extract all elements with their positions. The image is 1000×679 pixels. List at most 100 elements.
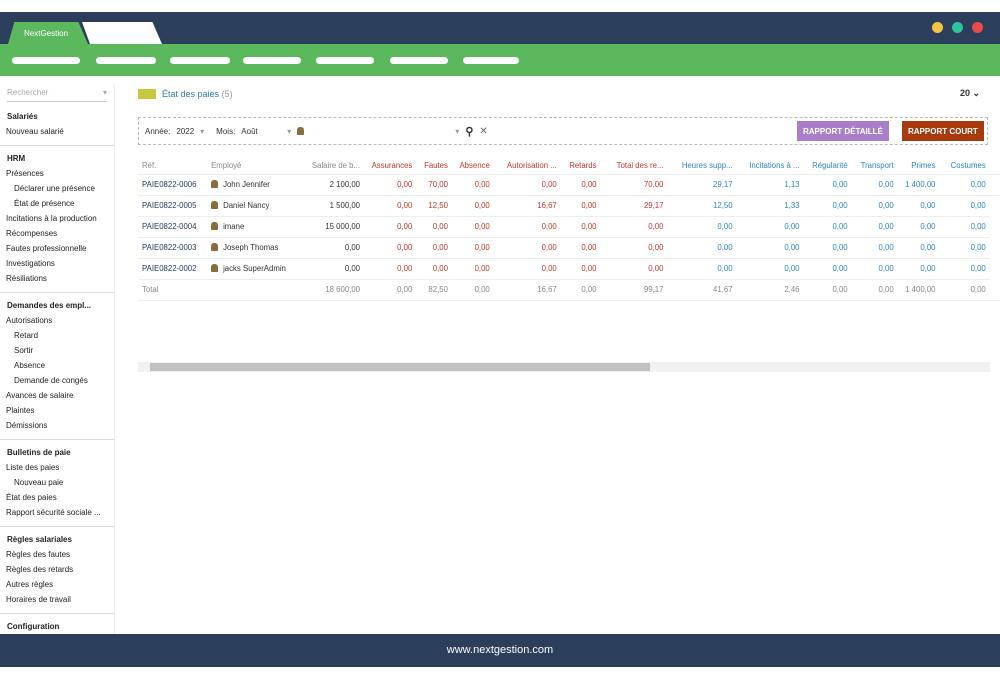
menu-item[interactable]: Démissions xyxy=(6,421,48,430)
column-header[interactable]: Retards xyxy=(560,157,601,175)
column-header[interactable]: Absence xyxy=(451,157,494,175)
column-header[interactable]: Autorisation ... xyxy=(493,157,561,175)
menu-item[interactable]: État des paies xyxy=(6,493,57,502)
horizontal-scrollbar[interactable] xyxy=(138,362,990,372)
amount: 0,00 xyxy=(784,243,800,252)
table-wrapper: Réf. Employé Salaire de b... Assurances Faut… xyxy=(138,157,1000,301)
employee-name[interactable]: Daniel Nancy xyxy=(223,201,270,210)
search-placeholder: Rechercher xyxy=(7,88,49,97)
submenu-item[interactable]: Demande de congés xyxy=(14,376,88,385)
menu-item[interactable]: Horaires de travail xyxy=(6,595,71,604)
cell: 82,50 xyxy=(416,279,452,301)
nav-item[interactable] xyxy=(243,57,301,64)
search-box[interactable]: Rechercher ▾ xyxy=(7,88,107,102)
cell: 0,00 xyxy=(851,279,898,301)
cell: 0,00 xyxy=(364,216,417,238)
employee-name[interactable]: imane xyxy=(223,222,245,231)
reference[interactable]: PAIE0822-0004 xyxy=(142,222,197,231)
amount: 0,00 xyxy=(541,222,557,231)
detailed-report-button[interactable]: RAPPORT DÉTAILLÉ xyxy=(797,121,889,141)
app-tab[interactable]: NextGestion xyxy=(8,22,88,44)
cell: 0,00 xyxy=(416,237,452,259)
scroll-thumb[interactable] xyxy=(150,363,650,371)
column-header[interactable]: Transport xyxy=(851,157,898,175)
menu-section: Règles salariales Règles des fautes Règles… xyxy=(0,535,114,614)
menu-item[interactable]: Règles des retards xyxy=(6,565,74,574)
menu-item[interactable]: Nouveau salarié xyxy=(6,127,64,136)
menu-item[interactable]: Fautes professionnelle xyxy=(6,244,87,253)
icon xyxy=(138,89,156,99)
cell: 0,00 xyxy=(939,279,990,301)
reference[interactable]: PAIE0822-0002 xyxy=(142,264,197,273)
menu-item[interactable]: Récompenses xyxy=(6,229,58,238)
new-tab[interactable] xyxy=(82,22,162,44)
year-select[interactable]: 2022 xyxy=(176,126,195,136)
column-header[interactable]: Assurances xyxy=(364,157,417,175)
menu-item[interactable]: Incitations à la production xyxy=(6,214,97,223)
amount: 0,00 xyxy=(474,180,490,189)
column-header[interactable]: Heures supp... xyxy=(667,157,737,175)
menu-item[interactable]: Avances de salaire xyxy=(6,391,74,400)
reference[interactable]: PAIE0822-0005 xyxy=(142,201,197,210)
cell: 0,00 xyxy=(897,258,940,280)
nav-item[interactable] xyxy=(12,57,80,64)
cell: 0,00 xyxy=(897,195,940,217)
clear-button[interactable]: ✕ xyxy=(479,125,488,137)
cell: 0,00 xyxy=(803,174,852,196)
submenu-item[interactable]: État de présence xyxy=(14,199,75,208)
column-header[interactable]: Réf. xyxy=(138,157,208,175)
menu-item[interactable]: Autres règles xyxy=(6,580,54,589)
menu-item[interactable]: Investigations xyxy=(6,259,55,268)
cell: PAIE0822-0006 xyxy=(138,174,208,196)
employee-name[interactable]: John Jennifer xyxy=(223,180,270,189)
menu-item[interactable]: Liste des paies xyxy=(6,463,60,472)
menu-item[interactable]: Autorisations xyxy=(6,316,53,325)
submenu-item[interactable]: Sortir xyxy=(14,346,34,355)
employee-name[interactable]: Joseph Thomas xyxy=(223,243,279,252)
window-dot[interactable] xyxy=(932,22,943,33)
column-header[interactable]: Fautes xyxy=(416,157,452,175)
page-size-select[interactable]: 20 ⌄ xyxy=(959,88,980,98)
submenu-item[interactable]: Déclarer une présence xyxy=(14,184,95,193)
menu-item[interactable]: Plaintes xyxy=(6,406,35,415)
column-header[interactable]: Incitations à ... xyxy=(736,157,804,175)
short-report-button[interactable]: RAPPORT COURT xyxy=(902,121,984,141)
column-header[interactable]: Salaire de b... xyxy=(294,157,365,175)
nav-item[interactable] xyxy=(96,57,156,64)
cell: 0,00 xyxy=(416,258,452,280)
search-button[interactable]: ⚲ xyxy=(465,125,474,138)
column-header[interactable]: Régularité xyxy=(803,157,852,175)
nav-item[interactable] xyxy=(170,57,230,64)
amount: 0,00 xyxy=(970,201,986,210)
submenu-item[interactable]: Absence xyxy=(14,361,46,370)
employee-dropdown[interactable]: ▾ xyxy=(455,126,460,136)
amount: 1,33 xyxy=(784,201,800,210)
nav-item[interactable] xyxy=(463,57,519,64)
column-header[interactable]: Primes xyxy=(897,157,940,175)
cell: 99,17 xyxy=(600,279,668,301)
cell: 0,00 xyxy=(851,174,898,196)
cell: 16,67 xyxy=(493,279,561,301)
reference[interactable]: PAIE0822-0003 xyxy=(142,243,197,252)
employee-name[interactable]: jacks SuperAdmin xyxy=(223,264,286,273)
reference[interactable]: PAIE0822-0006 xyxy=(142,180,197,189)
column-header[interactable]: Costumes xyxy=(939,157,990,175)
column-header[interactable]: Total sup xyxy=(989,157,1000,175)
menu-item[interactable]: Rapport sécurité sociale ... xyxy=(6,508,101,517)
submenu-item[interactable]: Nouveau paie xyxy=(14,478,64,487)
cell: 0,00 xyxy=(600,216,668,238)
submenu-item[interactable]: Retard xyxy=(14,331,39,340)
column-header[interactable]: Employé xyxy=(207,157,295,175)
footer: www.nextgestion.com xyxy=(0,634,1000,667)
menu-item[interactable]: Règles des fautes xyxy=(6,550,71,559)
menu-item[interactable]: Résiliations xyxy=(6,274,47,283)
month-select[interactable]: Août xyxy=(241,126,258,136)
window-dot[interactable] xyxy=(952,22,963,33)
nav-item[interactable] xyxy=(390,57,448,64)
window-dot[interactable] xyxy=(972,22,983,33)
column-header[interactable]: Total des re... xyxy=(600,157,668,175)
nav-item[interactable] xyxy=(316,57,374,64)
footer-url[interactable]: www.nextgestion.com xyxy=(446,644,554,656)
cell: Joseph Thomas xyxy=(207,237,295,259)
menu-item[interactable]: Présences xyxy=(6,169,44,178)
